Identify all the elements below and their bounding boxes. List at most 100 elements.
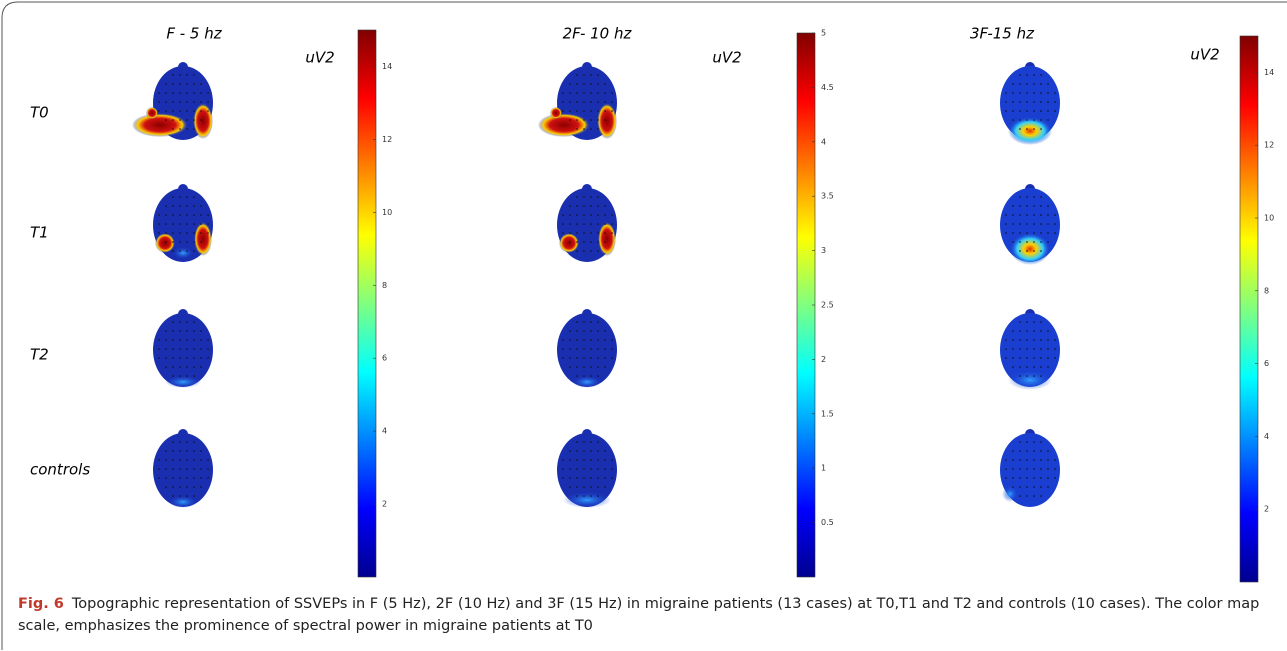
- electrode: [1040, 196, 1042, 198]
- electrode: [1026, 214, 1028, 216]
- electrode: [1019, 241, 1021, 243]
- electrode: [1019, 196, 1021, 198]
- unit-label: uV2: [712, 49, 741, 67]
- electrode: [165, 450, 167, 452]
- electrode: [1033, 486, 1035, 488]
- electrode: [1040, 366, 1042, 368]
- electrode: [1012, 223, 1014, 225]
- electrode: [193, 128, 195, 130]
- electrode: [576, 441, 578, 443]
- head-map: [132, 62, 213, 140]
- electrode: [179, 83, 181, 85]
- electrode: [1054, 459, 1056, 461]
- electrode: [172, 450, 174, 452]
- electrode: [1033, 74, 1035, 76]
- electrode: [590, 321, 592, 323]
- colorbar-tick-label: 2: [382, 500, 387, 509]
- caption-label: Fig. 6: [18, 596, 64, 612]
- electrode: [1047, 214, 1049, 216]
- electrode: [1026, 330, 1028, 332]
- colorbar-tick-label: 12: [1264, 141, 1274, 150]
- electrode: [569, 241, 571, 243]
- electrode: [1047, 486, 1049, 488]
- column-title: 3F-15 hz: [970, 25, 1035, 43]
- electrode: [186, 468, 188, 470]
- electrode: [1047, 241, 1049, 243]
- electrode: [1040, 205, 1042, 207]
- electrode: [583, 232, 585, 234]
- electrode: [165, 214, 167, 216]
- electrode: [604, 92, 606, 94]
- electrode: [179, 450, 181, 452]
- head: [557, 313, 617, 387]
- electrode: [172, 196, 174, 198]
- electrode: [576, 74, 578, 76]
- electrode: [597, 477, 599, 479]
- electrode: [604, 348, 606, 350]
- electrode: [1026, 441, 1028, 443]
- electrode: [186, 321, 188, 323]
- activity-blob: [173, 247, 193, 259]
- electrode: [1033, 468, 1035, 470]
- electrode: [604, 110, 606, 112]
- colorbar-tick-label: 14: [382, 62, 392, 71]
- colorbar: [1239, 35, 1259, 583]
- electrode: [165, 232, 167, 234]
- electrode: [597, 101, 599, 103]
- electrode: [576, 92, 578, 94]
- electrode: [1026, 205, 1028, 207]
- electrode: [590, 339, 592, 341]
- electrode: [172, 441, 174, 443]
- electrode: [158, 214, 160, 216]
- electrode: [1033, 348, 1035, 350]
- electrode: [1047, 110, 1049, 112]
- electrode: [590, 214, 592, 216]
- electrode: [1054, 214, 1056, 216]
- colorbar-tick-label: 0.5: [821, 518, 834, 527]
- electrode: [193, 468, 195, 470]
- electrode: [186, 250, 188, 252]
- electrode: [583, 250, 585, 252]
- electrode: [200, 366, 202, 368]
- electrode: [186, 83, 188, 85]
- electrode: [1033, 101, 1035, 103]
- electrode: [597, 486, 599, 488]
- electrode: [165, 241, 167, 243]
- electrode: [200, 101, 202, 103]
- electrode: [576, 250, 578, 252]
- electrode: [1026, 92, 1028, 94]
- electrode: [1026, 459, 1028, 461]
- electrode: [1005, 110, 1007, 112]
- head-map: [557, 429, 617, 508]
- electrode: [1054, 468, 1056, 470]
- electrode: [1005, 459, 1007, 461]
- electrode: [1019, 495, 1021, 497]
- electrode: [590, 92, 592, 94]
- electrode: [1040, 468, 1042, 470]
- electrode: [165, 357, 167, 359]
- electrode: [1040, 92, 1042, 94]
- electrode: [1047, 468, 1049, 470]
- electrode: [1054, 110, 1056, 112]
- electrode: [1033, 459, 1035, 461]
- electrode: [207, 223, 209, 225]
- electrode: [1012, 232, 1014, 234]
- activity-blob: [1008, 117, 1052, 145]
- electrode: [576, 339, 578, 341]
- activity-blob: [1002, 486, 1018, 502]
- electrode: [1019, 205, 1021, 207]
- electrode: [193, 232, 195, 234]
- electrode: [597, 339, 599, 341]
- electrode: [172, 241, 174, 243]
- colorbar-tick-label: 2: [821, 355, 826, 364]
- electrode: [179, 495, 181, 497]
- electrode: [165, 205, 167, 207]
- electrode: [179, 366, 181, 368]
- electrode: [604, 83, 606, 85]
- electrode: [590, 486, 592, 488]
- electrode: [1054, 348, 1056, 350]
- electrode: [200, 110, 202, 112]
- electrode: [604, 366, 606, 368]
- activity-blob: [1010, 233, 1050, 265]
